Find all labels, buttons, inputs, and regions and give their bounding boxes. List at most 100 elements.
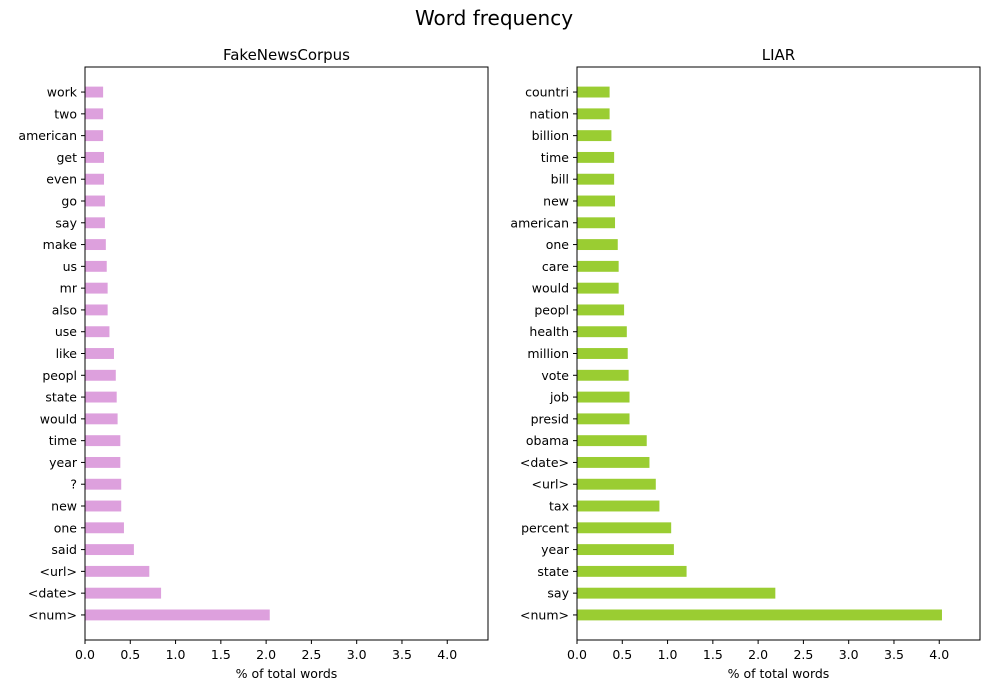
fakenewscorpus-bar-date: [85, 587, 162, 599]
liar-bar-countri: [577, 86, 610, 98]
liar-ytick-label-url: <url>: [532, 477, 569, 492]
liar-xtick-label: 3.0: [839, 647, 859, 662]
fakenewscorpus-bar-year: [85, 456, 121, 468]
fakenewscorpus-bar-time: [85, 435, 121, 447]
fakenewscorpus-xtick-label: 0.5: [120, 647, 140, 662]
liar-xlabel: % of total words: [728, 666, 830, 681]
liar-ytick-label-billion: billion: [532, 128, 569, 143]
liar-xtick-label: 2.5: [793, 647, 813, 662]
liar-xtick-label: 4.0: [929, 647, 949, 662]
fakenewscorpus-ytick-label-even: even: [46, 172, 77, 187]
fakenewscorpus-xtick-label: 4.0: [437, 647, 457, 662]
liar-bar-million: [577, 348, 628, 359]
fakenewscorpus-ytick-label-use: use: [55, 324, 77, 339]
liar-bar-date: [577, 456, 650, 468]
fakenewscorpus-bar-mr: [85, 282, 108, 294]
fakenewscorpus-ytick-label-say: say: [55, 215, 77, 230]
liar-xtick-label: 2.0: [748, 647, 768, 662]
liar-bar-health: [577, 326, 627, 338]
figure-title: Word frequency: [415, 6, 573, 30]
fakenewscorpus-bar-url: [85, 565, 150, 577]
liar-ytick-label-countri: countri: [525, 85, 569, 100]
fakenewscorpus-xtick-label: 2.5: [301, 647, 321, 662]
liar-bar-vote: [577, 369, 629, 381]
fakenewscorpus-bar-us: [85, 260, 107, 272]
fakenewscorpus-ytick-label-us: us: [63, 259, 77, 274]
liar-bar-url: [577, 478, 656, 490]
liar-ytick-label-one: one: [546, 237, 570, 252]
fakenewscorpus-panel: <num> <date> <url> said one new? year time would…: [18, 46, 489, 681]
liar-ytick-label-would: would: [532, 281, 569, 296]
liar-ytick-label-american: american: [510, 215, 569, 230]
liar-xtick-label: 0.0: [567, 647, 587, 662]
liar-bar-new: [577, 195, 616, 207]
fakenewscorpus-xlabel: % of total words: [236, 666, 338, 681]
fakenewscorpus-ytick-label-get: get: [56, 150, 77, 165]
fakenewscorpus-ytick-label-also: also: [52, 302, 77, 317]
liar-ytick-label-million: million: [527, 346, 569, 361]
fakenewscorpus-ytick-label-mr: mr: [60, 281, 78, 296]
liar-ytick-label-peopl: peopl: [534, 302, 569, 317]
fakenewscorpus-bar-would: [85, 413, 118, 425]
fakenewscorpus-bar-peopl: [85, 369, 116, 381]
liar-ytick-label-time: time: [541, 150, 570, 165]
fakenewscorpus-ytick-label-american: american: [18, 128, 77, 143]
liar-ytick-label-job: job: [549, 390, 569, 405]
fakenewscorpus-ytick-label-would: would: [40, 411, 77, 426]
liar-ytick-label-care: care: [542, 259, 569, 274]
fakenewscorpus-xtick-label: 3.0: [347, 647, 367, 662]
liar-ytick-label-health: health: [529, 324, 569, 339]
liar-ytick-label-state: state: [537, 564, 569, 579]
liar-xtick-label: 3.5: [884, 647, 904, 662]
liar-ytick-label-vote: vote: [541, 368, 569, 383]
liar-bar-time: [577, 151, 615, 163]
fakenewscorpus-ytick-label-peopl: peopl: [42, 368, 77, 383]
fakenewscorpus-bar-new: [85, 500, 122, 512]
fakenewscorpus-bar-get: [85, 151, 105, 163]
liar-bar-obama: [577, 435, 647, 447]
fakenewscorpus-bar-say: [85, 217, 105, 229]
fakenewscorpus-xtick-label: 0.0: [75, 647, 95, 662]
liar-axes-frame: [576, 66, 981, 641]
fakenewscorpus-ytick-label-one: one: [54, 520, 78, 535]
liar-bar-tax: [577, 500, 660, 512]
liar-ytick-label-bill: bill: [551, 172, 569, 187]
fakenewscorpus-bar-make: [85, 239, 106, 251]
liar-xtick-label: 1.0: [658, 647, 678, 662]
liar-bar-peopl: [577, 304, 625, 316]
liar-bar-billion: [577, 130, 612, 142]
fakenewscorpus-xtick-label: 3.5: [392, 647, 412, 662]
fakenewscorpus-xtick-label: 2.0: [256, 647, 276, 662]
fakenewscorpus-bar-one: [85, 522, 124, 534]
liar-ytick-label-year: year: [541, 542, 570, 557]
liar-ytick-label-num: <num>: [520, 607, 569, 622]
fakenewscorpus-ytick-label-work: work: [47, 85, 78, 100]
fakenewscorpus-ytick-label-url: <url>: [40, 564, 77, 579]
fakenewscorpus-bar-said: [85, 544, 134, 556]
fakenewscorpus-ytick-label-state: state: [45, 390, 77, 405]
liar-ytick-label-nation: nation: [529, 106, 569, 121]
fakenewscorpus-bar-two: [85, 108, 104, 120]
liar-bar-nation: [577, 108, 610, 120]
fakenewscorpus-ytick-label-go: go: [61, 193, 77, 208]
liar-ytick-label-percent: percent: [521, 520, 569, 535]
liar-bar-presid: [577, 413, 630, 425]
liar-ytick-label-date: <date>: [520, 455, 569, 470]
fakenewscorpus-bar-work: [85, 86, 104, 98]
liar-bar-care: [577, 260, 619, 272]
fakenewscorpus-bar-use: [85, 326, 110, 338]
liar-bar-year: [577, 544, 674, 556]
liar-xtick-label: 1.5: [703, 647, 723, 662]
liar-bar-num: [577, 609, 942, 621]
liar-ytick-label-tax: tax: [549, 499, 569, 514]
fakenewscorpus-bar-even: [85, 173, 105, 185]
liar-panel: <num> say state year percent tax <url> <date> ob…: [510, 46, 981, 681]
fakenewscorpus-ytick-label-year: year: [49, 455, 78, 470]
fakenewscorpus-bar-q: [85, 478, 122, 490]
fakenewscorpus-ytick-label-make: make: [43, 237, 78, 252]
liar-bar-bill: [577, 173, 615, 185]
fakenewscorpus-bar-go: [85, 195, 105, 207]
liar-ytick-label-say: say: [547, 586, 569, 601]
fakenewscorpus-ytick-label-num: <num>: [28, 607, 77, 622]
